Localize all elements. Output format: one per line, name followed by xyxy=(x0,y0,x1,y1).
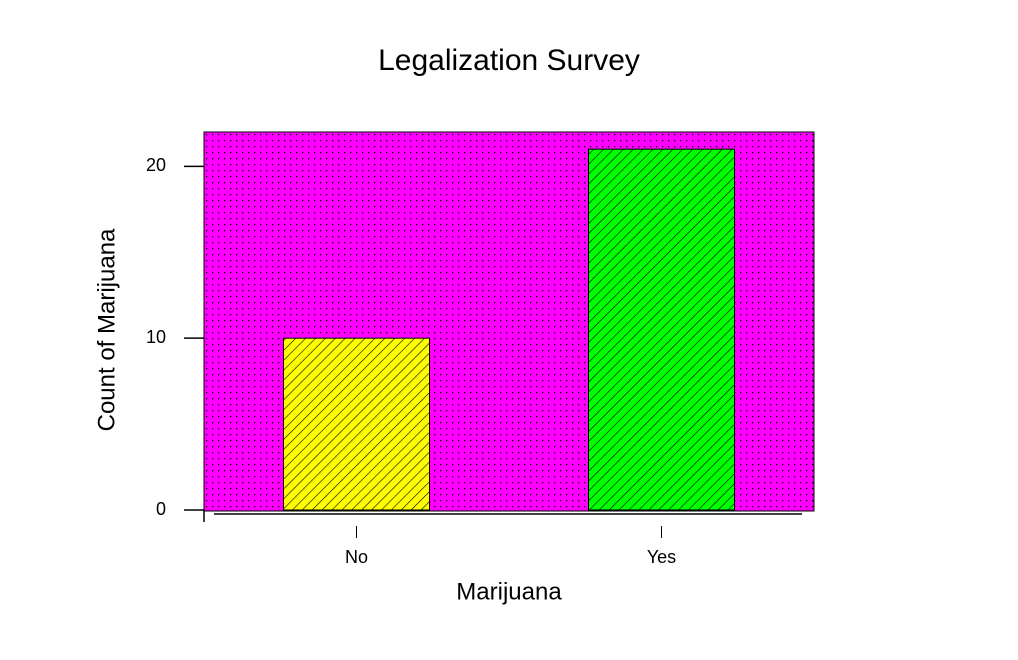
y-tick-label: 10 xyxy=(146,327,166,347)
x-tick-label: No xyxy=(345,547,368,567)
bar xyxy=(588,148,735,511)
y-tick-label: 0 xyxy=(156,499,166,519)
bar xyxy=(283,337,430,511)
y-tick-label: 20 xyxy=(146,155,166,175)
y-axis-label: Count of Marijuana xyxy=(93,228,120,431)
x-axis-label: Marijuana xyxy=(456,578,562,605)
chart-title: Legalization Survey xyxy=(378,44,640,77)
x-tick-label: Yes xyxy=(647,547,676,567)
